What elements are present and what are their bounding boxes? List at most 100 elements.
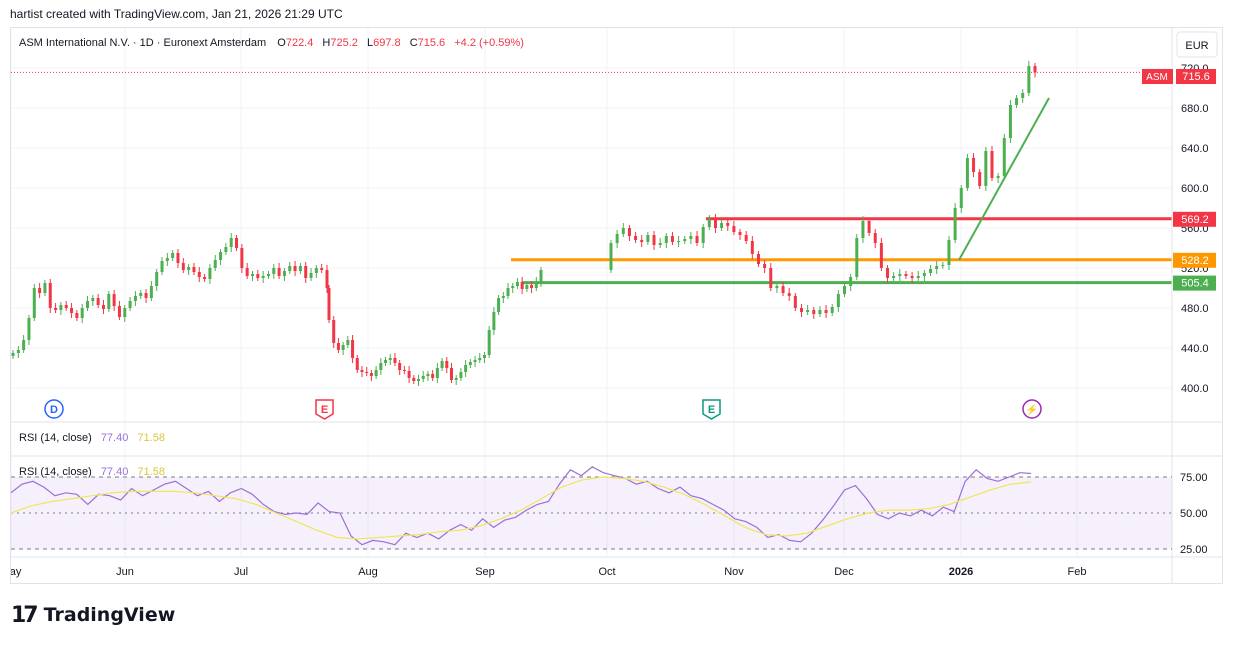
candle-body [515, 282, 519, 286]
rsi-line [10, 466, 1032, 546]
candle-body [781, 286, 785, 293]
currency-button[interactable] [1176, 31, 1218, 58]
rsi-label-2: RSI (14, close) [19, 466, 92, 478]
legend-change: +4.2 (+0.59%) [454, 37, 524, 49]
candle-body [314, 268, 318, 273]
candle-body [266, 274, 270, 276]
price-tick-label: 640.0 [1181, 143, 1209, 155]
candle-body [898, 274, 902, 276]
candle-body [123, 308, 127, 317]
dividend-badge[interactable]: D [44, 399, 64, 419]
earnings-badge-2-label: E [708, 404, 715, 416]
candle-body [16, 350, 20, 353]
earnings-badge-label: E [321, 404, 328, 416]
candle-body [818, 310, 822, 314]
candle-body [609, 243, 613, 270]
candle-body [763, 264, 767, 268]
candle-body [1008, 105, 1012, 138]
candle-body [43, 283, 47, 293]
tradingview-wordmark: TradingView [43, 604, 176, 626]
price-tags: 569.2 528.2 505.4 [1173, 211, 1216, 291]
candle-body [941, 265, 945, 266]
level-tag [1173, 275, 1216, 291]
chart-credit: hartist created with TradingView.com, Ja… [10, 7, 343, 21]
candle-body [325, 270, 329, 288]
earnings-badge-2[interactable]: E [702, 399, 721, 420]
candle-body [468, 362, 472, 365]
candle-body [683, 239, 687, 241]
candle-body [701, 227, 705, 243]
candle-body [417, 379, 421, 381]
candle-body [80, 308, 84, 318]
candle-body [615, 234, 619, 243]
candle-body [107, 294, 111, 309]
time-tick-label: Sep [475, 566, 495, 578]
price-tick-label: 600.0 [1181, 183, 1209, 195]
candle-body [953, 208, 957, 240]
candle-body [658, 243, 662, 245]
time-tick-label: Dec [834, 566, 854, 578]
level-tag-label: 528.2 [1181, 255, 1209, 267]
candle-body [309, 273, 313, 278]
dividend-badge-label: D [50, 404, 58, 416]
earnings-badge[interactable]: E [315, 399, 334, 420]
candle-body [332, 320, 336, 343]
level-tag-label: 569.2 [1181, 214, 1209, 226]
candle-body [670, 236, 674, 242]
candle-body [272, 268, 276, 274]
candle-body [904, 274, 908, 276]
candle-body [365, 372, 369, 373]
candle-body [929, 269, 933, 273]
candle-body [713, 219, 717, 228]
candle-body [695, 236, 699, 243]
candle-body [1002, 138, 1006, 176]
price-chart[interactable]: ASM International N.V. · 1D · Euronext A… [1, 28, 1222, 583]
time-tick-label: 2026 [949, 566, 973, 578]
candle-body [101, 305, 105, 309]
candle-body [922, 273, 926, 276]
candle-body [799, 308, 803, 312]
candle-body [426, 374, 430, 376]
candle-body [501, 296, 505, 298]
legend-high-label: H [322, 37, 330, 49]
candle-body [520, 282, 524, 289]
candle-body [256, 274, 260, 278]
candle-body [213, 260, 217, 268]
candle-body [351, 340, 355, 358]
candle-body [261, 276, 265, 278]
candle-body [482, 355, 486, 358]
candle-body [27, 318, 31, 340]
candle-body [341, 345, 345, 350]
candle-body [530, 285, 534, 288]
flash-icon[interactable]: ⚡ [1022, 399, 1042, 419]
candle-body [497, 298, 501, 312]
candle-body [22, 340, 26, 350]
candle-body [445, 361, 449, 368]
price-tick-label: 400.0 [1181, 383, 1209, 395]
candle-body [282, 271, 286, 276]
candle-body [192, 267, 196, 272]
candle-body [634, 236, 638, 240]
legend-open: 722.4 [286, 37, 314, 49]
candle-body [652, 235, 656, 245]
candle-body [473, 360, 477, 362]
candle-body [867, 221, 871, 233]
candle-body [402, 370, 406, 371]
candle-body [11, 353, 15, 356]
candle-body [972, 158, 976, 172]
time-tick-label: Aug [358, 566, 378, 578]
candle-body [384, 360, 388, 363]
flash-badge-label: ⚡ [1026, 403, 1038, 416]
chart-frame[interactable]: ASM International N.V. · 1D · Euronext A… [1, 27, 1223, 584]
candle-body [621, 228, 625, 234]
time-tick-label: Jun [116, 566, 134, 578]
support-resistance-lines [511, 217, 1172, 285]
tradingview-logo[interactable]: 17 TradingView [11, 602, 176, 628]
candle-body [539, 270, 543, 282]
rsi-pane [10, 466, 1172, 550]
candle-body [984, 151, 988, 186]
time-axis: May Jun Jul Aug Sep Oct Nov Dec 2026 Feb [1, 566, 1087, 578]
tradingview-logo-icon: 17 [11, 602, 39, 628]
trendline-segment [958, 97, 1050, 261]
candle-body [360, 370, 364, 372]
